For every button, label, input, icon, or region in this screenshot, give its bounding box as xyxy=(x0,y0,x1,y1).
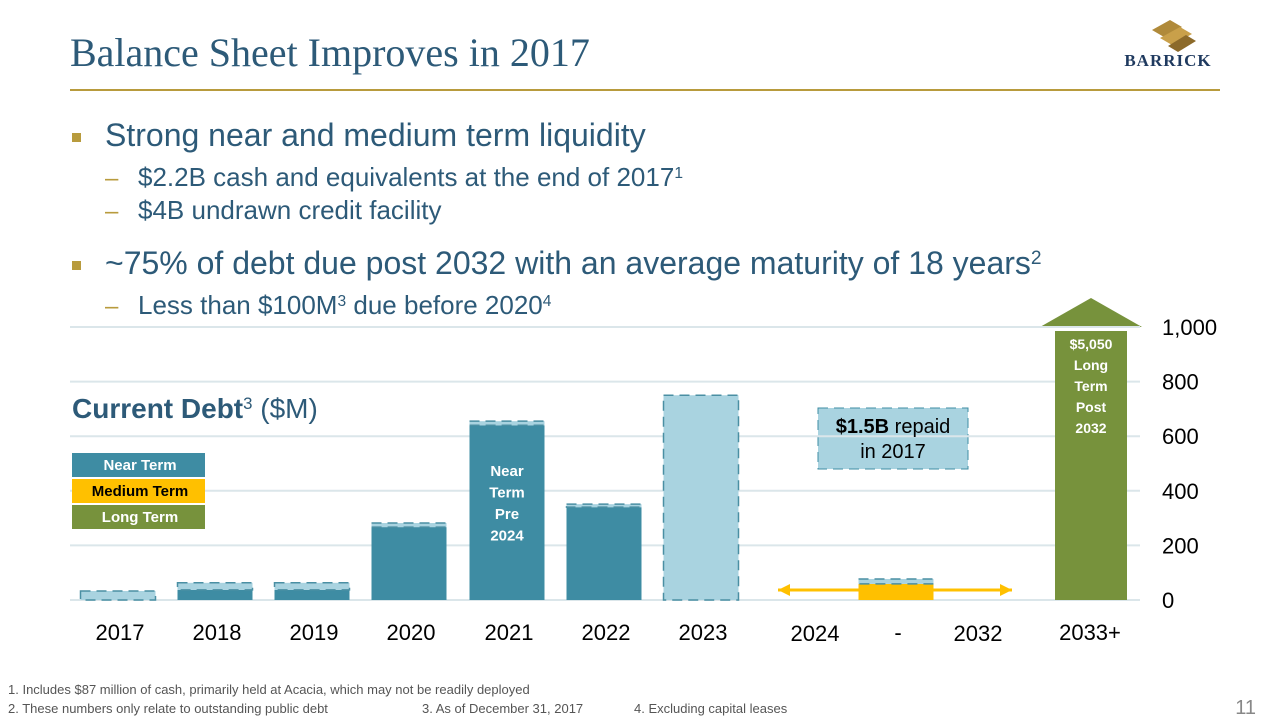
bullet-text: ~75% of debt due post 2032 with an avera… xyxy=(105,245,1042,281)
text-run: Strong near and medium term liquidity xyxy=(105,117,646,153)
superscript: 3 xyxy=(243,394,252,413)
bar xyxy=(662,394,740,601)
sub-bullet-marker: – xyxy=(105,165,119,192)
text-run: $1.5B xyxy=(836,416,889,438)
bar xyxy=(371,527,447,600)
bar xyxy=(79,590,157,601)
bar-annotation: Term xyxy=(489,485,525,502)
bar xyxy=(176,582,254,591)
series xyxy=(1055,331,1127,600)
page-number: 11 xyxy=(1235,697,1256,719)
bar-annotation: Near xyxy=(490,463,524,480)
bar-annotation: Pre xyxy=(495,506,519,523)
y-tick-label: 600 xyxy=(1162,424,1199,449)
legend-swatch xyxy=(72,453,205,477)
repaid-note: in 2017 xyxy=(860,441,926,463)
legend-label: Near Term xyxy=(103,457,176,474)
text-run: ($M) xyxy=(252,393,317,424)
bar xyxy=(468,420,546,427)
x-tick-label: 2021 xyxy=(485,620,534,645)
bullet-marker xyxy=(72,261,81,270)
bar-annotation: Post xyxy=(1076,399,1107,415)
text-run: Less than $100M xyxy=(138,290,337,320)
x-tick-label: 2018 xyxy=(193,620,242,645)
text-run: $2.2B cash and equivalents at the end of… xyxy=(138,162,674,192)
footnote: 1. Includes $87 million of cash, primari… xyxy=(8,682,530,697)
y-tick-label: 200 xyxy=(1162,533,1199,558)
bar xyxy=(370,522,448,528)
superscript: 2 xyxy=(1031,248,1042,269)
sub-bullet-marker: – xyxy=(105,293,119,320)
sub-bullet-text: Less than $100M3 due before 20204 xyxy=(138,290,552,320)
bar-annotation: $5,050 xyxy=(1070,336,1113,352)
bar xyxy=(566,507,642,600)
legend-swatch xyxy=(72,479,205,503)
bar-annotation: 2024 xyxy=(490,528,524,545)
logo: BARRICK xyxy=(1124,20,1211,70)
slide-title: Balance Sheet Improves in 2017 xyxy=(70,30,590,75)
chart-title: Current Debt3 ($M) xyxy=(72,393,318,424)
footnote: 3. As of December 31, 2017 xyxy=(422,701,583,716)
text-run: due before 2020 xyxy=(346,290,543,320)
series xyxy=(858,583,934,600)
footnote: 2. These numbers only relate to outstand… xyxy=(8,701,328,716)
repaid-note-box xyxy=(817,407,969,470)
bar xyxy=(469,425,545,600)
bar xyxy=(273,582,351,591)
bar xyxy=(177,589,253,600)
y-tick-label: 800 xyxy=(1162,370,1199,395)
series xyxy=(79,394,935,601)
bar xyxy=(857,578,935,585)
legend-label: Long Term xyxy=(102,509,178,526)
footnote: 4. Excluding capital leases xyxy=(634,701,788,716)
x-tick-label: 2022 xyxy=(582,620,631,645)
sub-bullet-text: $4B undrawn credit facility xyxy=(138,195,441,225)
logo-text: BARRICK xyxy=(1124,51,1211,70)
x-tick-label: - xyxy=(894,620,901,645)
x-tick-label: 2020 xyxy=(387,620,436,645)
bar-annotation: Term xyxy=(1074,378,1107,394)
sub-bullet-text: $2.2B cash and equivalents at the end of… xyxy=(138,162,683,192)
text-run: $4B undrawn credit facility xyxy=(138,195,441,225)
y-tick-label: 400 xyxy=(1162,479,1199,504)
text-run: in 2017 xyxy=(860,441,926,463)
y-tick-label: 0 xyxy=(1162,588,1174,613)
x-tick-label: 2017 xyxy=(96,620,145,645)
sub-bullet-marker: – xyxy=(105,198,119,225)
bar xyxy=(565,503,643,508)
series xyxy=(177,425,642,600)
text-run: repaid xyxy=(889,416,950,438)
bullet-marker xyxy=(72,133,81,142)
text-run: Current Debt xyxy=(72,393,243,424)
bar xyxy=(274,589,350,600)
x-tick-label: 2024 xyxy=(791,621,840,646)
x-tick-label: 2019 xyxy=(290,620,339,645)
bar-annotation: 2032 xyxy=(1075,420,1106,436)
x-tick-label: 2033+ xyxy=(1059,620,1121,645)
superscript: 4 xyxy=(543,293,552,310)
arrow-head xyxy=(1040,298,1142,327)
bullet-text: Strong near and medium term liquidity xyxy=(105,117,646,153)
superscript: 3 xyxy=(337,293,346,310)
superscript: 1 xyxy=(674,165,683,182)
legend-label: Medium Term xyxy=(92,483,188,500)
text-run: ~75% of debt due post 2032 with an avera… xyxy=(105,245,1031,281)
x-tick-label: 2023 xyxy=(679,620,728,645)
repaid-note: $1.5B repaid xyxy=(836,416,951,438)
bar xyxy=(1055,331,1127,600)
range-arrow xyxy=(778,584,790,596)
bar-annotation: Long xyxy=(1074,357,1108,373)
legend-swatch xyxy=(72,505,205,529)
x-tick-label: 2032 xyxy=(954,621,1003,646)
bar xyxy=(858,583,934,600)
y-tick-label: 1,000 xyxy=(1162,315,1217,340)
range-arrow xyxy=(1000,584,1012,596)
